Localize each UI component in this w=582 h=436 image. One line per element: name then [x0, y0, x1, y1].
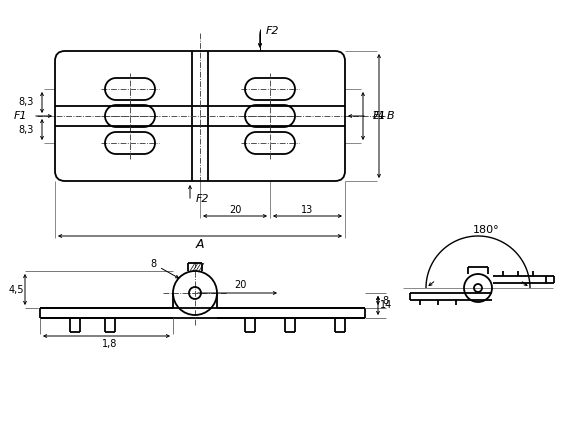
Text: F1: F1 — [13, 111, 27, 121]
Text: 4,5: 4,5 — [8, 285, 24, 294]
Text: 24: 24 — [372, 111, 384, 121]
Text: B: B — [387, 111, 395, 121]
Text: 8: 8 — [382, 296, 388, 306]
Text: F1: F1 — [373, 111, 386, 121]
Text: 14: 14 — [380, 300, 392, 310]
Text: 8,3: 8,3 — [19, 98, 34, 108]
Text: F2: F2 — [266, 26, 279, 36]
Text: 20: 20 — [229, 205, 241, 215]
Text: 20: 20 — [234, 280, 246, 290]
Text: 8: 8 — [150, 259, 156, 269]
Text: 13: 13 — [301, 205, 314, 215]
Text: 1,8: 1,8 — [102, 339, 117, 349]
Text: F2: F2 — [196, 194, 210, 204]
Text: 180°: 180° — [473, 225, 499, 235]
Text: A: A — [196, 238, 204, 252]
Text: 8,3: 8,3 — [19, 125, 34, 134]
